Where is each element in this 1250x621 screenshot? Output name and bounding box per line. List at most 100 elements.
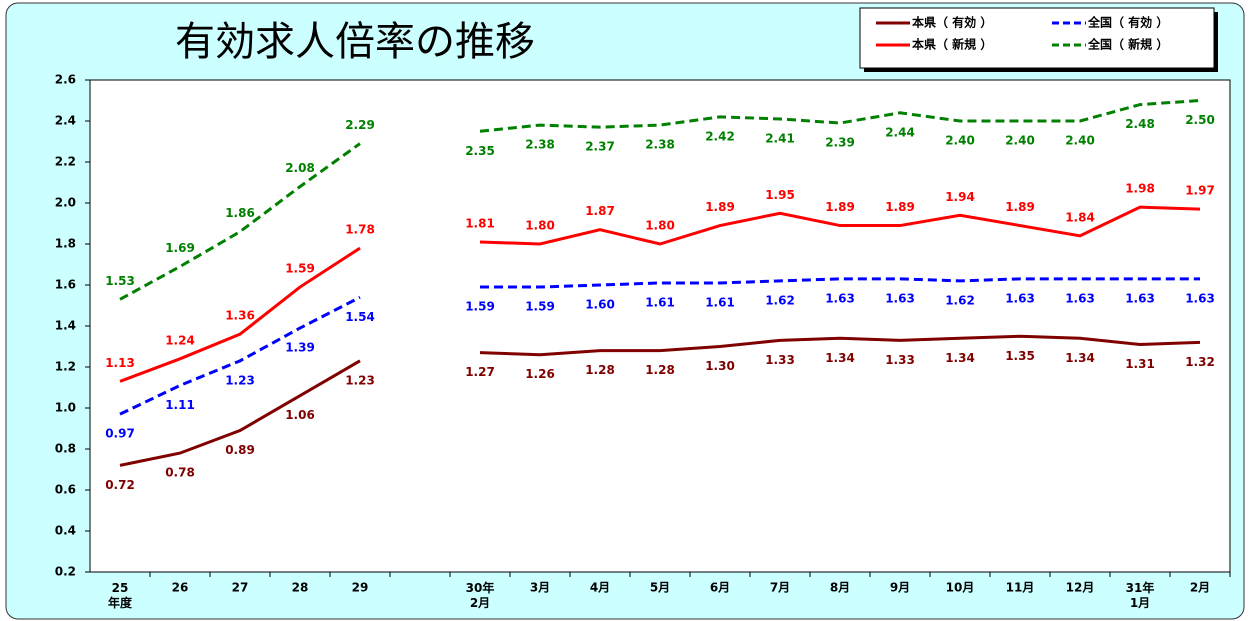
data-label: 1.59 xyxy=(465,300,495,314)
data-label: 1.62 xyxy=(945,293,975,307)
data-label: 1.11 xyxy=(165,398,195,412)
x-tick-label: 25 年度 xyxy=(108,581,133,610)
y-tick-label: 2.6 xyxy=(55,73,76,87)
data-label: 1.62 xyxy=(765,293,795,307)
data-label: 1.61 xyxy=(705,295,735,309)
y-tick-label: 0.6 xyxy=(55,483,76,497)
legend-label: 本県（ 有効 ） xyxy=(912,15,992,30)
data-label: 2.44 xyxy=(885,125,915,139)
data-label: 1.63 xyxy=(1125,291,1155,305)
data-label: 1.34 xyxy=(945,351,975,365)
data-label: 2.40 xyxy=(1065,134,1095,148)
series-line xyxy=(479,99,1201,133)
data-label: 1.61 xyxy=(645,295,675,309)
legend-label: 全国（ 有効 ） xyxy=(1087,15,1168,30)
data-label: 1.69 xyxy=(165,241,195,255)
series-line xyxy=(479,205,1201,246)
y-tick-label: 1.2 xyxy=(55,360,76,374)
x-tick-label: 31年 1月 xyxy=(1126,580,1155,610)
legend xyxy=(859,7,1215,69)
x-tick-label: 7月 xyxy=(770,581,790,595)
data-label: 0.72 xyxy=(105,478,135,492)
data-label: 1.98 xyxy=(1125,182,1155,196)
data-label: 1.95 xyxy=(765,188,795,202)
data-label: 1.13 xyxy=(105,356,135,370)
data-label: 1.80 xyxy=(525,219,555,233)
data-label: 1.89 xyxy=(885,200,915,214)
data-label: 1.94 xyxy=(945,190,975,204)
data-label: 1.63 xyxy=(825,291,855,305)
data-label: 1.63 xyxy=(1185,291,1215,305)
data-label: 2.35 xyxy=(465,144,495,158)
data-label: 1.80 xyxy=(645,219,675,233)
data-label: 1.34 xyxy=(825,351,855,365)
data-label: 1.63 xyxy=(1005,291,1035,305)
data-label: 0.78 xyxy=(165,466,195,480)
x-tick-label: 4月 xyxy=(590,581,610,595)
series-line xyxy=(119,359,361,467)
data-label: 1.06 xyxy=(285,408,315,422)
y-tick-label: 1.6 xyxy=(55,278,76,292)
x-tick-label: 27 xyxy=(232,581,249,595)
x-tick-label: 30年 2月 xyxy=(466,580,495,610)
x-tick-label: 6月 xyxy=(710,581,730,595)
y-tick-label: 1.0 xyxy=(55,401,76,415)
data-label: 1.31 xyxy=(1125,357,1155,371)
data-label: 1.26 xyxy=(525,367,555,381)
x-tick-label: 29 xyxy=(352,581,369,595)
legend-label: 全国（ 新規 ） xyxy=(1087,37,1168,52)
x-tick-label: 2月 xyxy=(1190,581,1210,595)
x-tick-label: 8月 xyxy=(830,581,850,595)
data-label: 1.28 xyxy=(645,363,675,377)
data-label: 1.78 xyxy=(345,223,375,237)
x-tick-label: 10月 xyxy=(946,581,975,595)
data-label: 1.33 xyxy=(885,353,915,367)
series-line xyxy=(119,142,361,301)
data-label: 1.27 xyxy=(465,365,495,379)
series-line xyxy=(479,334,1201,357)
data-label: 1.30 xyxy=(705,359,735,373)
y-tick-label: 2.2 xyxy=(55,155,76,169)
series-line xyxy=(480,277,1200,289)
plot-area xyxy=(89,79,1231,573)
data-label: 1.59 xyxy=(525,300,555,314)
data-label: 1.54 xyxy=(345,310,375,324)
y-tick-label: 0.4 xyxy=(55,524,76,538)
x-tick-label: 12月 xyxy=(1066,581,1095,595)
data-label: 1.28 xyxy=(585,363,615,377)
x-tick-label: 11月 xyxy=(1006,581,1035,595)
data-label: 2.40 xyxy=(1005,134,1035,148)
data-label: 1.34 xyxy=(1065,351,1095,365)
data-label: 1.53 xyxy=(105,274,135,288)
data-label: 1.24 xyxy=(165,333,195,347)
data-label: 0.97 xyxy=(105,427,135,441)
x-tick-label: 9月 xyxy=(890,581,910,595)
x-tick-label: 5月 xyxy=(650,581,670,595)
x-tick-label: 28 xyxy=(292,581,309,595)
data-label: 2.41 xyxy=(765,131,795,145)
data-label: 1.59 xyxy=(285,262,315,276)
data-label: 2.40 xyxy=(945,134,975,148)
data-label: 1.86 xyxy=(225,206,255,220)
data-label: 1.39 xyxy=(285,341,315,355)
data-label: 1.84 xyxy=(1065,210,1095,224)
data-label: 2.39 xyxy=(825,136,855,150)
data-label: 1.63 xyxy=(1065,291,1095,305)
data-label: 2.38 xyxy=(525,138,555,152)
data-label: 2.42 xyxy=(705,129,735,143)
series-line xyxy=(119,295,361,416)
y-tick-label: 2.0 xyxy=(55,196,76,210)
data-label: 1.33 xyxy=(765,353,795,367)
data-label: 1.60 xyxy=(585,298,615,312)
data-label: 1.32 xyxy=(1185,355,1215,369)
x-tick-label: 26 xyxy=(172,581,189,595)
data-label: 0.89 xyxy=(225,443,255,457)
legend-label: 本県（ 新規 ） xyxy=(912,37,992,52)
data-label: 2.48 xyxy=(1125,117,1155,131)
data-label: 1.81 xyxy=(465,216,495,230)
y-tick-label: 0.8 xyxy=(55,442,76,456)
y-tick-label: 0.2 xyxy=(55,565,76,579)
data-label: 1.36 xyxy=(225,309,255,323)
data-label: 1.97 xyxy=(1185,184,1215,198)
